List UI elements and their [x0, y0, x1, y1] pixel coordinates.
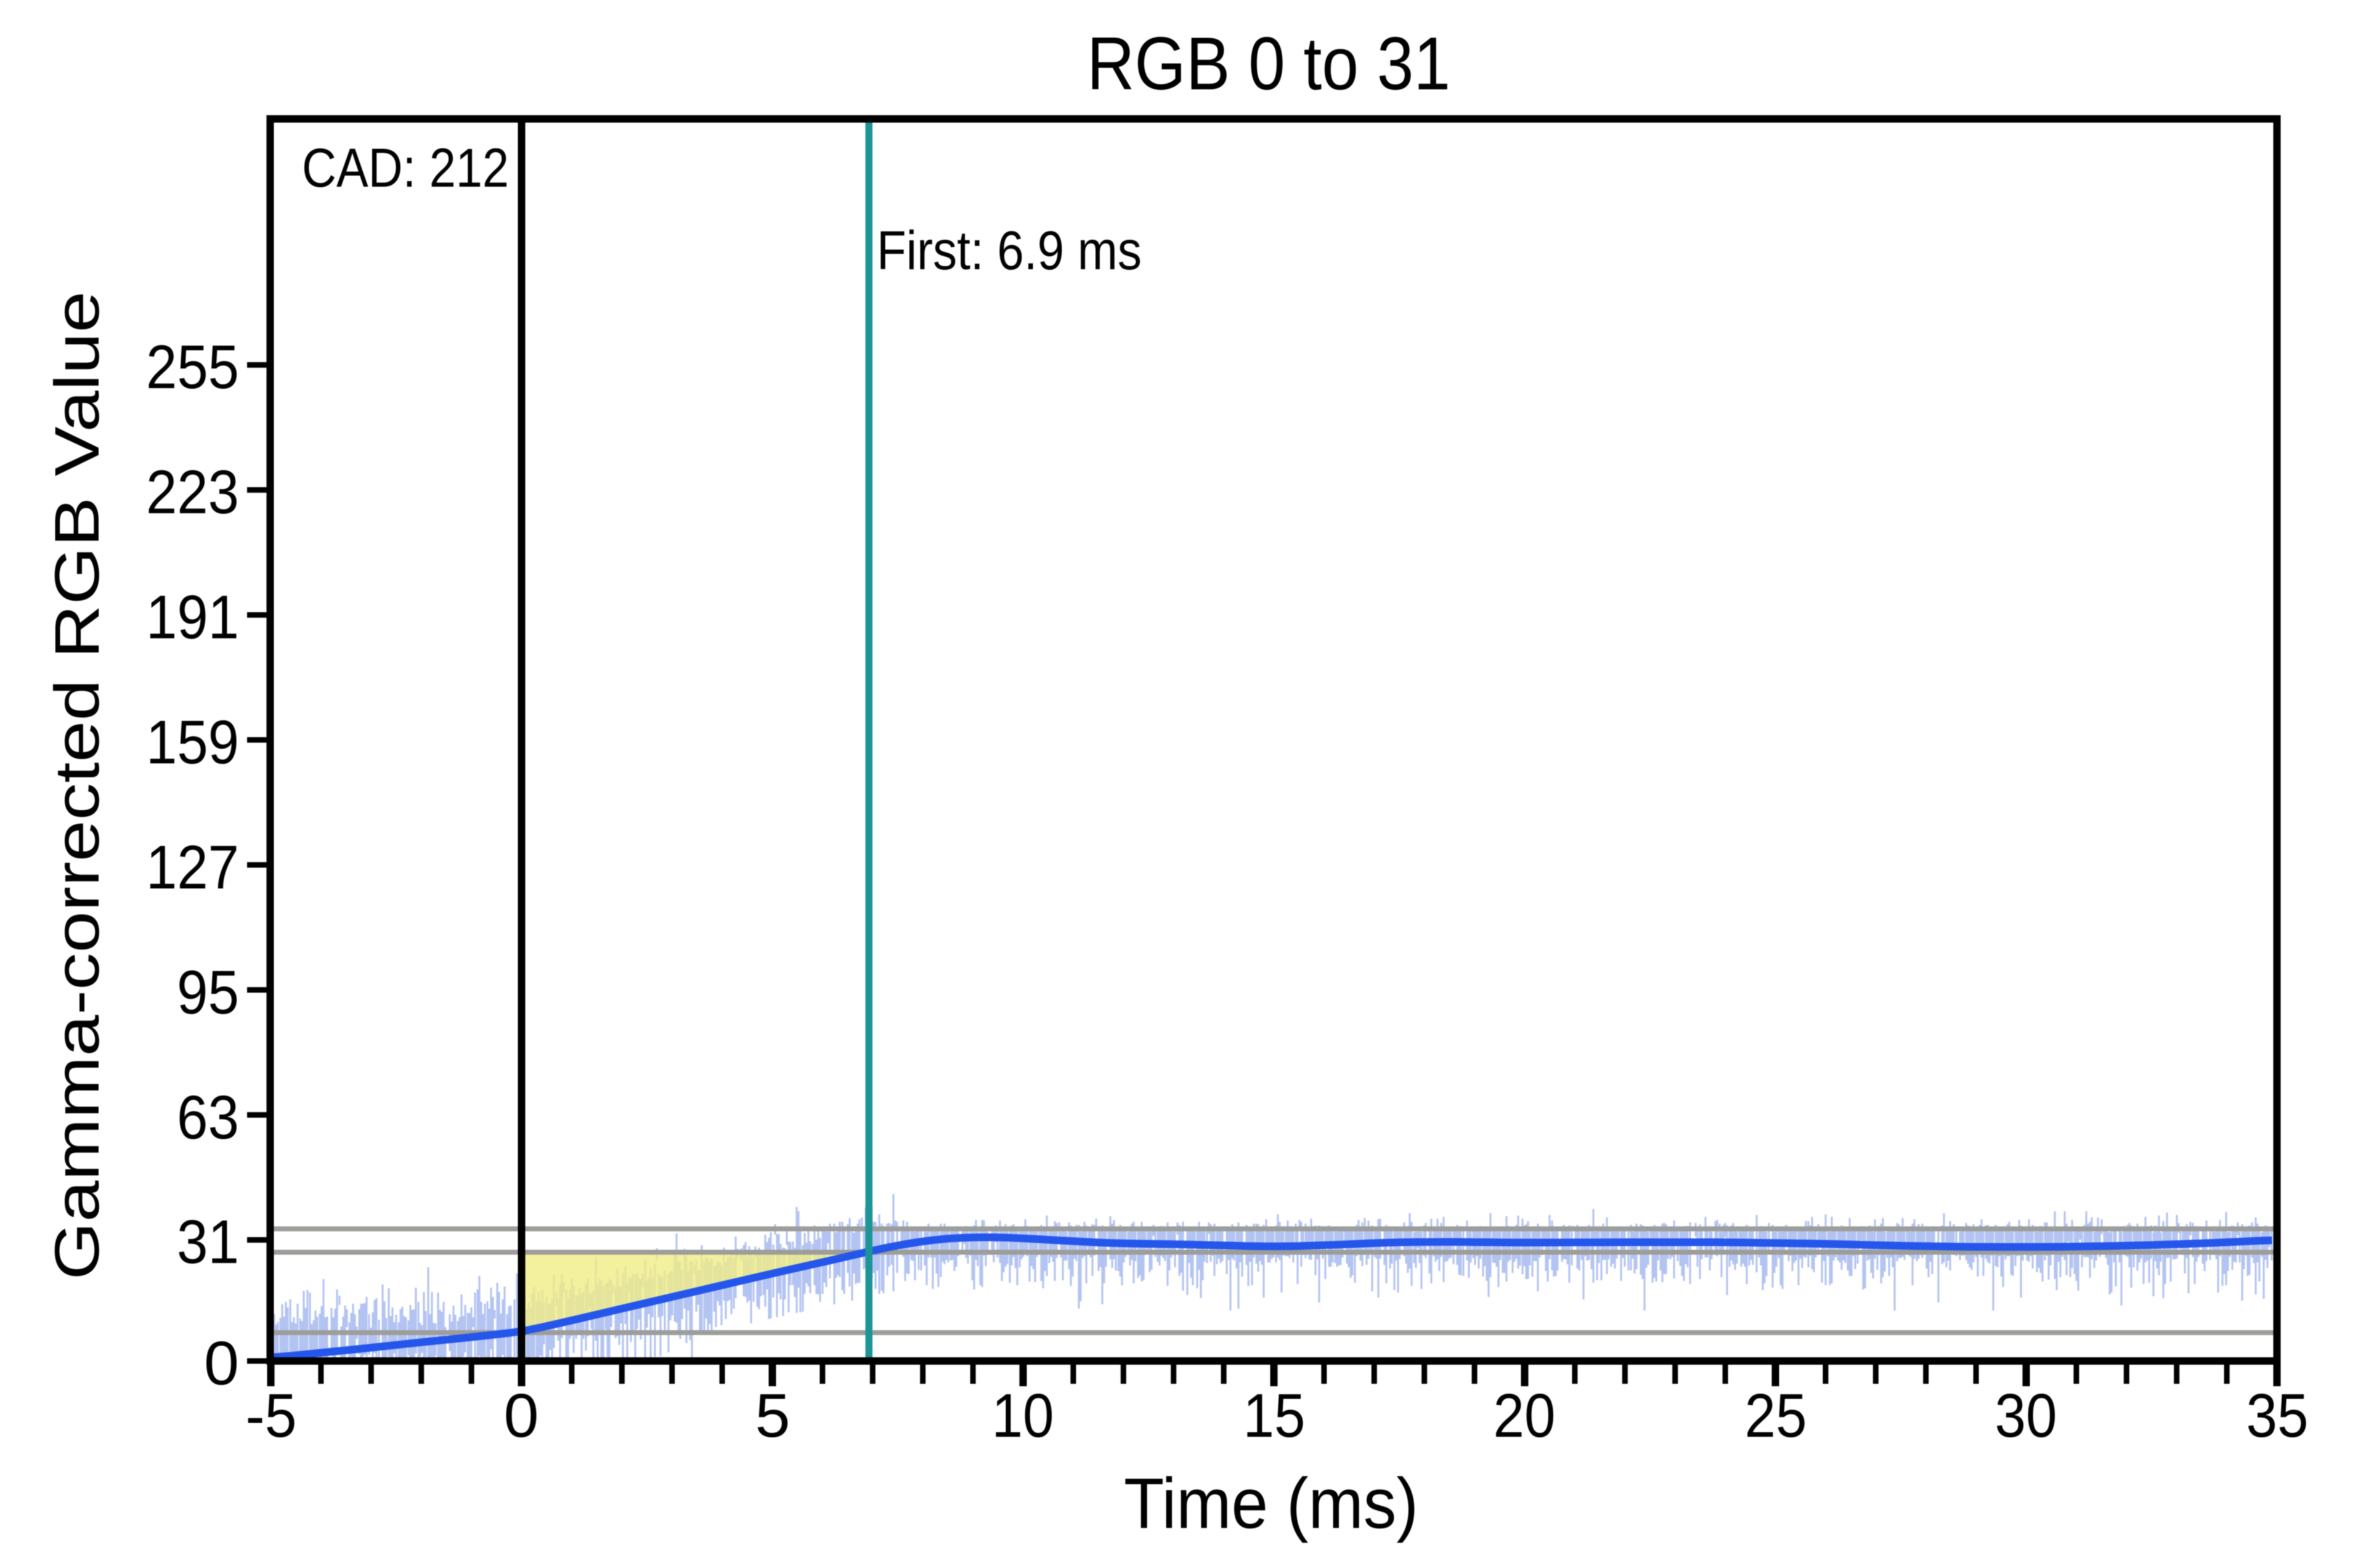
- svg-text:63: 63: [177, 1083, 239, 1152]
- svg-text:127: 127: [146, 833, 239, 902]
- svg-text:0: 0: [204, 1329, 239, 1398]
- svg-text:15: 15: [1243, 1381, 1306, 1450]
- svg-text:Gamma-corrected RGB Value: Gamma-corrected RGB Value: [42, 291, 112, 1280]
- svg-text:CAD: 212: CAD: 212: [302, 137, 509, 198]
- svg-text:RGB 0 to 31: RGB 0 to 31: [1087, 22, 1450, 105]
- svg-text:First: 6.9 ms: First: 6.9 ms: [877, 219, 1142, 281]
- svg-text:95: 95: [177, 958, 239, 1027]
- svg-text:31: 31: [177, 1208, 239, 1277]
- svg-text:25: 25: [1745, 1381, 1807, 1450]
- svg-text:5: 5: [755, 1381, 791, 1450]
- svg-text:20: 20: [1494, 1381, 1556, 1450]
- svg-text:-5: -5: [246, 1381, 297, 1450]
- svg-text:0: 0: [504, 1381, 539, 1450]
- svg-text:223: 223: [146, 458, 239, 527]
- svg-text:Time (ms): Time (ms): [1124, 1463, 1418, 1543]
- svg-text:30: 30: [1995, 1381, 2057, 1450]
- svg-text:255: 255: [146, 333, 239, 402]
- svg-text:10: 10: [992, 1381, 1054, 1450]
- svg-text:191: 191: [146, 583, 239, 652]
- svg-text:159: 159: [146, 708, 239, 777]
- svg-text:35: 35: [2246, 1381, 2309, 1450]
